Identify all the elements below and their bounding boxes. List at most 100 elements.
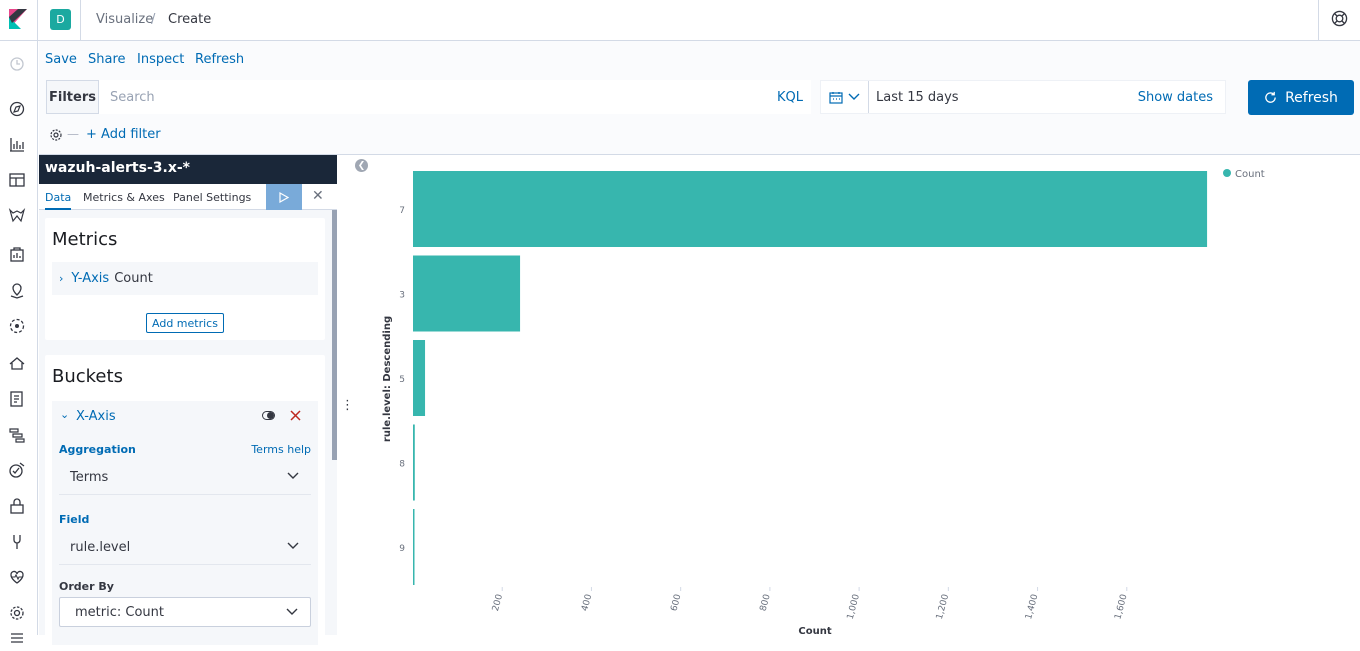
- x-tick-label: 1,200: [935, 593, 951, 621]
- side-nav: [0, 41, 38, 643]
- top-header: D Visualize / Create: [0, 0, 1360, 41]
- y-tick-label: 9: [399, 544, 405, 554]
- date-range-text[interactable]: Last 15 days: [876, 90, 959, 105]
- bar-9[interactable]: [413, 509, 415, 585]
- kql-toggle[interactable]: KQL: [777, 90, 803, 105]
- uptime-icon[interactable]: [8, 461, 26, 479]
- y-tick-label: 3: [399, 291, 405, 301]
- toggle-icon[interactable]: [262, 411, 275, 420]
- x-tick-label: 200: [491, 593, 505, 612]
- refresh-icon: [1265, 91, 1276, 103]
- tab-data[interactable]: Data: [45, 191, 72, 210]
- editor-tabs: Data Metrics & Axes Panel Settings ✕: [39, 184, 337, 210]
- maps-icon[interactable]: [8, 282, 26, 300]
- filters-button[interactable]: Filters: [46, 80, 99, 114]
- add-filter-link[interactable]: + Add filter: [86, 127, 161, 142]
- bar-5[interactable]: [413, 340, 426, 416]
- filter-dash: —: [67, 127, 79, 141]
- metric-axis-label[interactable]: Y-Axis: [71, 271, 110, 286]
- filter-options-gear-icon[interactable]: [49, 128, 63, 142]
- add-metrics-button[interactable]: Add metrics: [146, 313, 224, 333]
- terms-help-link[interactable]: Terms help: [251, 443, 311, 456]
- order-by-label: Order By: [59, 580, 114, 593]
- legend-dot[interactable]: [1223, 169, 1231, 177]
- discover-icon[interactable]: [8, 100, 26, 118]
- canvas-icon[interactable]: [8, 246, 26, 264]
- refresh-link[interactable]: Refresh: [195, 52, 245, 67]
- dashboard-icon[interactable]: [8, 171, 26, 189]
- discard-close-icon[interactable]: ✕: [312, 188, 324, 204]
- panel-resize-handle[interactable]: ⋮: [341, 398, 354, 413]
- metrics-title: Metrics: [52, 229, 118, 250]
- help-icon[interactable]: [1331, 10, 1348, 27]
- x-tick-label: 1,400: [1024, 593, 1040, 621]
- x-tick-label: 400: [580, 593, 594, 612]
- collapse-sidebar-icon[interactable]: ❮: [355, 159, 368, 172]
- breadcrumb-visualize[interactable]: Visualize: [96, 12, 154, 27]
- chevron-down-icon: [287, 542, 299, 549]
- bucket-header: ⌄ X-Axis: [52, 401, 318, 433]
- metric-agg-row[interactable]: › Y-Axis Count: [52, 262, 318, 295]
- bar-7[interactable]: [413, 171, 1208, 247]
- recent-icon[interactable]: [8, 55, 26, 73]
- legend-label[interactable]: Count: [1235, 169, 1265, 180]
- apm-icon[interactable]: [8, 426, 26, 444]
- kibana-logo[interactable]: [0, 0, 38, 40]
- play-icon: [279, 191, 289, 203]
- refresh-button-label: Refresh: [1285, 89, 1338, 106]
- chevron-right-icon[interactable]: ›: [59, 272, 64, 285]
- bar-8[interactable]: [413, 424, 415, 501]
- header-divider: [80, 0, 81, 40]
- bar-3[interactable]: [413, 255, 521, 332]
- save-link[interactable]: Save: [45, 52, 77, 67]
- wazuh-icon[interactable]: [8, 207, 26, 225]
- query-toolbar: Save Share Inspect Refresh Filters Searc…: [39, 41, 1360, 155]
- field-select[interactable]: rule.level: [59, 531, 311, 565]
- monitoring-icon[interactable]: [8, 568, 26, 586]
- y-tick-label: 8: [399, 460, 405, 470]
- show-dates-link[interactable]: Show dates: [1137, 90, 1213, 105]
- quick-select-button[interactable]: [821, 81, 869, 113]
- security-lock-icon[interactable]: [8, 497, 26, 515]
- dev-tools-icon[interactable]: [8, 533, 26, 551]
- chevron-down-icon: [848, 93, 860, 100]
- refresh-button[interactable]: Refresh: [1248, 80, 1354, 115]
- x-tick-label: 600: [669, 593, 683, 612]
- y-tick-label: 7: [399, 206, 405, 216]
- aggregation-select[interactable]: Terms: [59, 461, 311, 495]
- kibana-logo-icon: [9, 9, 27, 29]
- editor-scrollbar[interactable]: [332, 210, 337, 460]
- collapse-nav-icon[interactable]: [8, 629, 26, 647]
- buckets-panel: Buckets ⌄ X-Axis Aggregation Terms help …: [45, 355, 325, 645]
- apply-changes-button[interactable]: [266, 184, 302, 210]
- calendar-icon: [829, 91, 843, 104]
- chevron-down-icon: [286, 608, 298, 615]
- management-gear-icon[interactable]: [8, 604, 26, 622]
- chevron-down-icon[interactable]: ⌄: [60, 408, 70, 421]
- tab-metrics-axes[interactable]: Metrics & Axes: [83, 191, 165, 204]
- x-axis-title: Count: [798, 626, 831, 635]
- visualize-icon[interactable]: [8, 135, 26, 153]
- search-input[interactable]: Search: [99, 80, 811, 114]
- field-label: Field: [59, 513, 90, 526]
- index-pattern-title: wazuh-alerts-3.x-*: [39, 155, 337, 184]
- aggregation-label: Aggregation: [59, 443, 136, 456]
- infrastructure-icon[interactable]: [8, 354, 26, 372]
- buckets-title: Buckets: [52, 366, 123, 387]
- bucket-axis-label[interactable]: X-Axis: [76, 409, 116, 424]
- x-tick-label: 800: [759, 593, 773, 612]
- order-by-value: metric: Count: [75, 604, 164, 620]
- logs-icon[interactable]: [8, 390, 26, 408]
- order-by-select[interactable]: metric: Count: [59, 597, 311, 627]
- space-avatar[interactable]: D: [50, 9, 71, 30]
- header-divider-right: [1318, 0, 1319, 40]
- metrics-panel: Metrics › Y-Axis Count Add metrics: [45, 218, 325, 340]
- field-value: rule.level: [70, 540, 131, 555]
- y-axis-title: rule.level: Descending: [382, 316, 393, 442]
- tab-panel-settings[interactable]: Panel Settings: [173, 191, 252, 204]
- ml-icon[interactable]: [8, 317, 26, 335]
- inspect-link[interactable]: Inspect: [137, 52, 185, 67]
- share-link[interactable]: Share: [88, 52, 126, 67]
- x-tick-label: 1,600: [1113, 593, 1129, 621]
- remove-x-icon[interactable]: [290, 410, 301, 421]
